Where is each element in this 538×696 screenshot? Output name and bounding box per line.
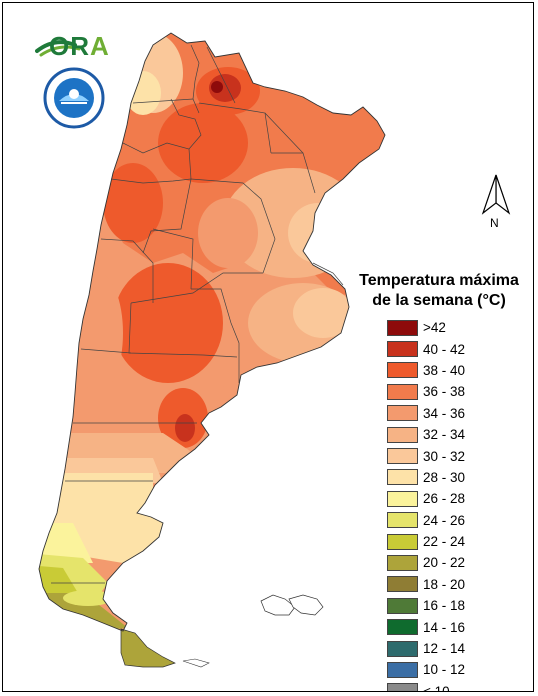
legend-label: 18 - 20	[423, 576, 466, 592]
legend-item: 24 - 26	[344, 510, 533, 531]
legend-item: 32 - 34	[344, 424, 533, 445]
north-arrow-icon	[481, 174, 511, 215]
smn-seal-icon	[43, 67, 105, 129]
legend-label: 32 - 34	[423, 427, 466, 443]
legend-swatch	[387, 383, 418, 400]
legend-swatch	[387, 362, 418, 379]
legend-swatch	[387, 619, 418, 636]
legend-item: 20 - 22	[344, 552, 533, 573]
legend-item: 34 - 36	[344, 403, 533, 424]
legend-swatch	[387, 426, 418, 443]
legend-item: 10 - 12	[344, 659, 533, 680]
legend-item: 30 - 32	[344, 445, 533, 466]
argentina-temperature-map	[38, 32, 386, 668]
country-outline	[38, 32, 386, 632]
legend-item: 22 - 24	[344, 531, 533, 552]
legend-label: 28 - 30	[423, 469, 466, 485]
legend-item: 28 - 30	[344, 467, 533, 488]
legend-label: < 10	[423, 683, 450, 692]
legend-swatch	[387, 319, 418, 336]
legend-label: 36 - 38	[423, 384, 466, 400]
legend-swatch	[387, 597, 418, 614]
legend-rows: >42 40 - 42 38 - 40 36 - 38 34 - 36 32 - 34 30…	[344, 317, 533, 692]
legend-swatch	[387, 661, 418, 678]
legend-swatch	[387, 554, 418, 571]
legend-label: 22 - 24	[423, 534, 466, 550]
legend-item: 26 - 28	[344, 488, 533, 509]
legend-swatch	[387, 640, 418, 657]
legend-item: 38 - 40	[344, 360, 533, 381]
legend-swatch	[387, 512, 418, 529]
legend-label: >42	[423, 320, 446, 336]
malvinas-islands	[260, 594, 324, 616]
legend-label: 30 - 32	[423, 448, 466, 464]
legend-label: 34 - 36	[423, 405, 466, 421]
temperature-legend: Temperatura máxima de la semana (°C) >42…	[344, 271, 533, 692]
legend-item: 40 - 42	[344, 338, 533, 359]
legend-label: 38 - 40	[423, 362, 466, 378]
ora-logo-text: ORA	[49, 31, 110, 61]
legend-label: 12 - 14	[423, 641, 466, 657]
legend-label: 14 - 16	[423, 619, 466, 635]
legend-label: 20 - 22	[423, 555, 466, 571]
legend-swatch	[387, 576, 418, 593]
legend-label: 40 - 42	[423, 341, 466, 357]
legend-swatch	[387, 490, 418, 507]
legend-item: >42	[344, 317, 533, 338]
legend-swatch	[387, 683, 418, 691]
legend-swatch	[387, 533, 418, 550]
legend-label: 10 - 12	[423, 662, 466, 678]
tierra-del-fuego	[120, 628, 176, 668]
legend-item: 36 - 38	[344, 381, 533, 402]
legend-item: 16 - 18	[344, 595, 533, 616]
ora-logo-icon	[35, 40, 81, 57]
legend-swatch	[387, 469, 418, 486]
legend-item: < 10	[344, 681, 533, 692]
legend-item: 18 - 20	[344, 574, 533, 595]
legend-title: Temperatura máxima de la semana (°C)	[359, 272, 519, 309]
legend-label: 16 - 18	[423, 598, 466, 614]
isla-de-los-estados	[182, 658, 210, 668]
legend-swatch	[387, 341, 418, 358]
legend-swatch	[387, 448, 418, 465]
legend-item: 12 - 14	[344, 638, 533, 659]
province-boundaries	[51, 44, 316, 584]
north-label: N	[490, 216, 499, 230]
rio-de-la-plata	[312, 262, 344, 286]
legend-swatch	[387, 405, 418, 422]
legend-item: 14 - 16	[344, 616, 533, 637]
legend-label: 26 - 28	[423, 491, 466, 507]
legend-label: 24 - 26	[423, 512, 466, 528]
